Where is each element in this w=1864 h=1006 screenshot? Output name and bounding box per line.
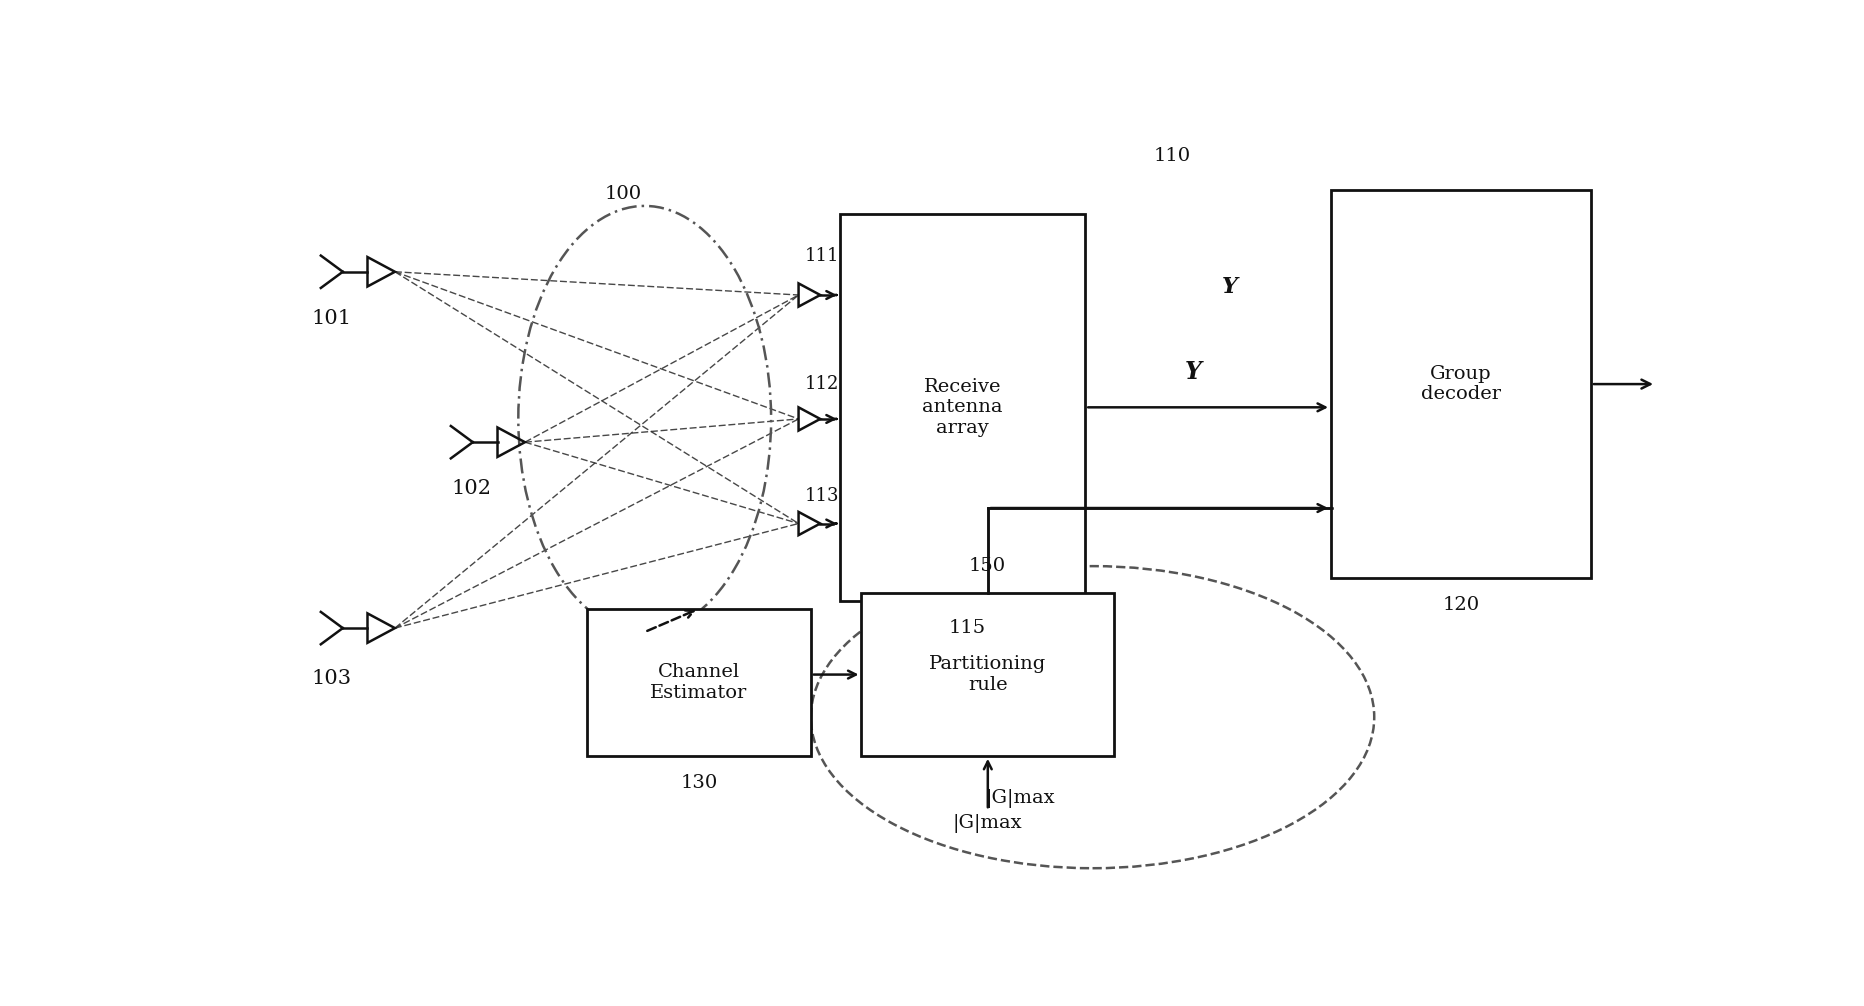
Text: Partitioning
rule: Partitioning rule	[928, 655, 1046, 694]
Text: Y: Y	[1221, 277, 1238, 298]
Text: Group
decoder: Group decoder	[1420, 365, 1501, 403]
Text: 115: 115	[949, 619, 986, 637]
Text: 100: 100	[604, 185, 641, 203]
Text: 130: 130	[680, 774, 718, 792]
Text: Channel
Estimator: Channel Estimator	[651, 663, 747, 702]
Text: 150: 150	[969, 557, 1007, 575]
Text: 113: 113	[805, 488, 839, 505]
Bar	[841, 213, 1085, 601]
Text: 103: 103	[311, 669, 350, 688]
Text: 111: 111	[805, 247, 839, 266]
Bar	[1331, 190, 1592, 577]
Text: |G|max: |G|max	[953, 814, 1023, 833]
Text: 101: 101	[311, 309, 350, 328]
Bar	[861, 594, 1115, 756]
Text: |G|max: |G|max	[986, 789, 1055, 808]
Text: Y: Y	[1186, 360, 1202, 384]
Text: Receive
antenna
array: Receive antenna array	[923, 377, 1003, 438]
Text: 120: 120	[1443, 596, 1480, 614]
Text: 110: 110	[1154, 147, 1191, 165]
Text: 102: 102	[451, 479, 492, 498]
Text: 112: 112	[805, 375, 839, 393]
Bar	[587, 609, 811, 756]
